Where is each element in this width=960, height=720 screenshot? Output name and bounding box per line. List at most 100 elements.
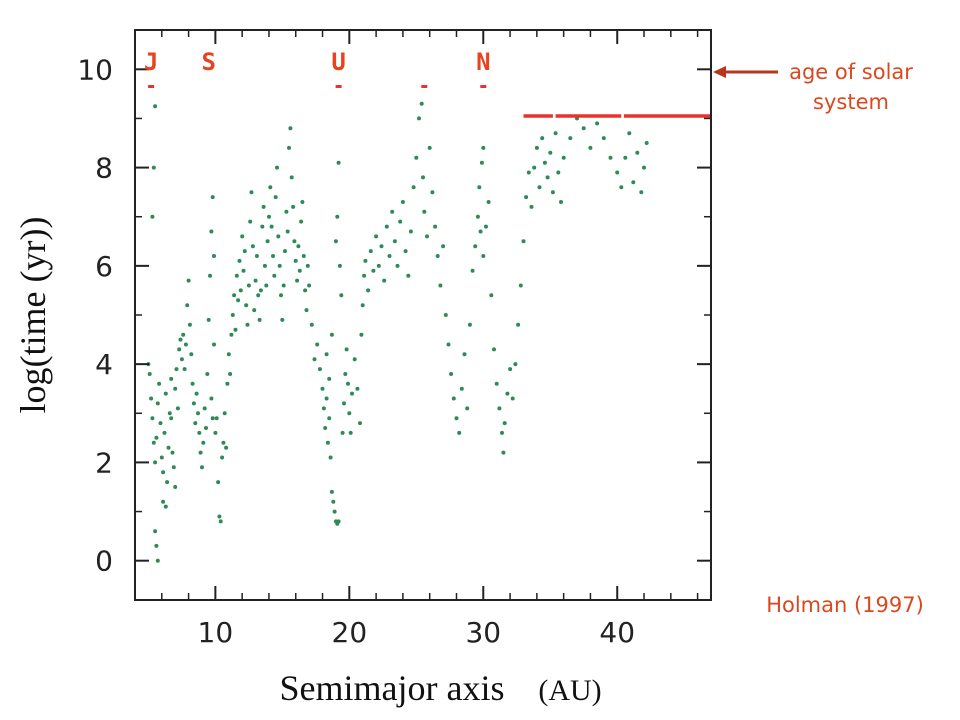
data-point-1: [177, 347, 182, 352]
data-point-0: [155, 401, 160, 406]
data-point-5: [459, 386, 464, 391]
data-point-0: [169, 376, 174, 381]
data-point-2: [262, 263, 267, 268]
data-point-1: [210, 195, 215, 200]
data-point-3: [292, 239, 297, 244]
data-point-2: [256, 293, 261, 298]
data-point-2: [234, 273, 239, 278]
age-label-line2: system: [813, 90, 889, 114]
data-point-2: [242, 249, 247, 254]
age-label-line1: age of solar: [789, 60, 913, 84]
data-point-5: [408, 229, 413, 234]
data-point-4: [352, 357, 357, 362]
data-point-6: [568, 136, 573, 141]
data-point-4: [336, 160, 341, 165]
data-point-1: [204, 426, 208, 430]
data-point-2: [241, 268, 246, 273]
data-point-1: [205, 372, 210, 376]
data-point-5: [451, 396, 456, 401]
data-point-6: [608, 155, 613, 160]
data-point-0: [157, 381, 162, 386]
data-point-6: [502, 421, 507, 426]
data-point-5: [462, 352, 467, 357]
y-tick-label: 2: [95, 446, 113, 479]
data-point-3: [269, 224, 274, 229]
data-point-0: [174, 367, 179, 372]
data-point-2: [236, 298, 241, 303]
data-point-4: [325, 440, 330, 445]
data-point-5: [425, 234, 429, 239]
data-point-6: [529, 204, 534, 209]
data-point-1: [218, 519, 223, 524]
data-point-6: [521, 239, 526, 244]
data-point-2: [245, 322, 250, 327]
data-point-0: [153, 104, 158, 109]
data-point-6: [623, 155, 628, 160]
data-point-3: [281, 283, 286, 288]
data-point-6: [516, 322, 521, 327]
data-point-2: [224, 445, 229, 450]
data-point-1: [193, 421, 198, 426]
data-point-2: [232, 293, 237, 298]
data-point-1: [206, 317, 211, 322]
data-point-3: [275, 165, 279, 170]
data-point-4: [335, 214, 340, 219]
data-point-5: [467, 322, 472, 327]
data-point-5: [379, 244, 384, 249]
data-point-3: [293, 258, 298, 263]
data-point-0: [151, 165, 156, 170]
data-point-4: [332, 509, 337, 514]
data-point-6: [545, 175, 550, 180]
data-point-0: [163, 391, 168, 396]
data-point-0: [153, 529, 158, 534]
data-point-2: [265, 239, 270, 244]
data-point-2: [238, 288, 243, 293]
data-point-6: [644, 141, 649, 145]
data-point-0: [173, 485, 178, 489]
data-point-5: [398, 219, 403, 224]
data-point-4: [336, 519, 341, 524]
data-point-1: [179, 357, 184, 362]
data-point-4: [324, 396, 329, 401]
data-point-5: [457, 430, 462, 435]
y-tick-label: 10: [77, 53, 113, 86]
tick-labels: 10 20 30 40 0 2 4 6 8 10: [77, 53, 635, 649]
data-point-4: [355, 386, 360, 391]
data-point-1: [178, 337, 183, 342]
planet-label-u: U: [331, 48, 345, 76]
data-point-6: [615, 170, 620, 175]
data-point-4: [327, 416, 332, 421]
data-point-5: [417, 116, 421, 121]
data-point-5: [382, 278, 387, 283]
data-point-2: [257, 317, 262, 322]
data-point-1: [189, 352, 194, 357]
data-point-5: [387, 254, 392, 258]
data-point-2: [221, 440, 226, 445]
data-point-4: [337, 263, 342, 268]
data-point-6: [513, 362, 518, 367]
data-point-6: [524, 195, 529, 200]
data-point-4: [324, 352, 329, 357]
data-point-2: [261, 204, 266, 209]
data-point-0: [170, 450, 175, 455]
data-point-1: [201, 440, 206, 445]
data-point-5: [449, 372, 454, 376]
scatter-points: [146, 101, 649, 563]
data-point-2: [260, 224, 265, 229]
data-point-2: [228, 372, 233, 376]
planet-label-j: J: [144, 48, 158, 76]
data-point-4: [327, 376, 332, 381]
data-point-0: [154, 435, 159, 440]
data-point-6: [510, 396, 515, 401]
data-point-4: [329, 332, 334, 337]
y-axis-title: log(time (yr)): [13, 217, 53, 414]
data-point-6: [484, 224, 488, 229]
data-point-5: [390, 209, 395, 214]
data-point-0: [159, 455, 164, 460]
data-point-0: [165, 480, 170, 485]
data-point-6: [492, 347, 496, 352]
data-point-5: [438, 283, 443, 288]
data-point-1: [212, 254, 216, 258]
data-point-3: [309, 322, 314, 327]
data-point-1: [213, 430, 218, 435]
